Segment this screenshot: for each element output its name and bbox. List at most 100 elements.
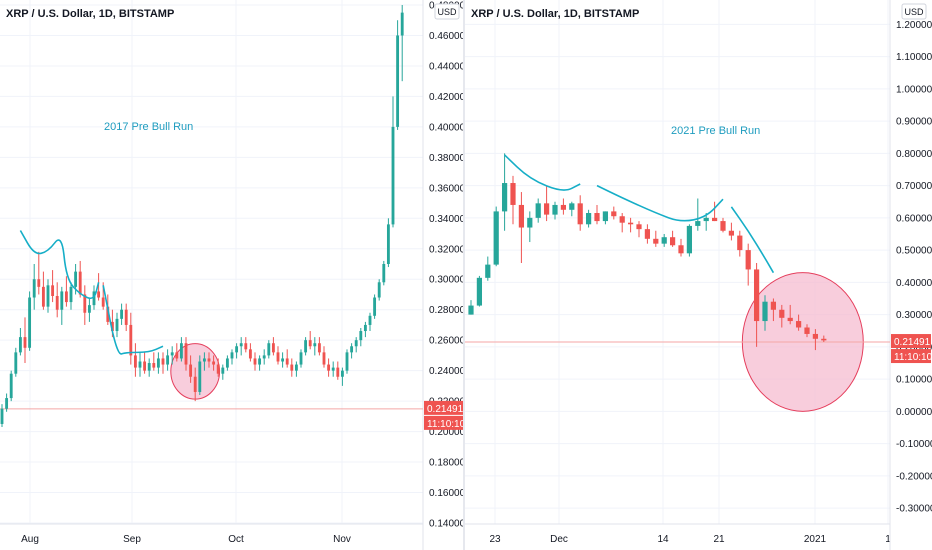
candle-body (313, 343, 317, 347)
candle-body (382, 264, 386, 283)
x-tick-label: Dec (550, 534, 568, 545)
price-label: 0.21491 (427, 404, 463, 415)
candle-body (51, 285, 55, 296)
candle-body (703, 217, 709, 222)
x-tick-label: 2021 (804, 534, 827, 545)
candle-body (124, 309, 128, 325)
candle-body (248, 349, 252, 359)
candle-body (569, 203, 575, 210)
x-tick-label: Oct (228, 534, 244, 545)
candle-body (23, 337, 27, 348)
x-tick-label: Sep (123, 534, 141, 545)
wave-curve[interactable] (504, 154, 581, 191)
candle-body (143, 361, 147, 371)
candle-body (193, 376, 197, 392)
candle-body (258, 358, 262, 365)
candle-body (686, 225, 693, 254)
countdown-label: 11:10:10 (427, 419, 463, 430)
candle-body (106, 306, 110, 322)
candle-body (212, 361, 216, 365)
candle-body (299, 352, 303, 365)
candle-body (294, 364, 298, 371)
candle-body (317, 343, 321, 353)
candle-body (276, 352, 280, 362)
x-tick-label: Nov (333, 534, 351, 545)
candle-body (83, 294, 87, 313)
candle-body (32, 279, 36, 298)
wave-curve[interactable] (19, 230, 100, 300)
candle-body (271, 343, 275, 353)
wave-curve[interactable] (102, 285, 164, 355)
x-tick-label: Aug (21, 534, 39, 545)
candle-body (253, 358, 257, 365)
candle-body (501, 183, 508, 212)
currency-box[interactable] (901, 3, 927, 20)
annotation-text[interactable]: 2021 Pre Bull Run (671, 125, 760, 137)
y-tick-label: 0.38000 (429, 153, 463, 164)
candle-body (184, 343, 188, 365)
candle-body (179, 343, 183, 359)
candle-body (661, 237, 667, 244)
currency-box[interactable] (434, 3, 460, 20)
candle-body (101, 297, 105, 307)
candle-body (669, 237, 676, 246)
panel-divider[interactable] (463, 0, 465, 550)
annotation-text[interactable]: 2017 Pre Bull Run (104, 121, 193, 133)
candle-body (120, 309, 124, 319)
chart-title: XRP / U.S. Dollar, 1D, BITSTAMP (6, 8, 175, 20)
wave-curve[interactable] (596, 184, 724, 222)
y-tick-label: 0.90000 (896, 117, 932, 128)
currency-label: USD (437, 7, 457, 17)
candle-body (493, 211, 499, 265)
candle-body (619, 216, 625, 223)
candle-body (60, 291, 64, 310)
countdown-label-box (891, 349, 931, 364)
candle-body (262, 355, 266, 359)
candle-body (527, 217, 533, 228)
price-label: 0.21491 (894, 337, 931, 348)
candle-body (627, 222, 634, 225)
candle-body (161, 358, 165, 365)
candle-body (235, 346, 239, 353)
y-tick-label: 0.70000 (896, 181, 932, 192)
left-chart-panel[interactable]: 0.140000.160000.180000.200000.220000.240… (0, 0, 463, 550)
right-chart-panel[interactable]: -0.30000 -0.20000 -0.10000 0.00000 0.10000 0.… (465, 0, 932, 550)
candle-body (110, 321, 114, 332)
candle-body (78, 271, 82, 295)
candle-body (510, 183, 516, 205)
y-tick-label: 0.30000 (896, 310, 932, 321)
x-tick-label: 1 (885, 534, 891, 545)
y-tick-label: 1.10000 (896, 52, 932, 63)
x-tick-label: 14 (657, 534, 669, 545)
y-tick-label: 0.10000 (896, 375, 932, 386)
wave-curve[interactable] (730, 206, 775, 274)
candle-body (41, 286, 45, 307)
left-chart-svg[interactable]: 0.140000.160000.180000.200000.220000.240… (0, 0, 463, 550)
candle-body (327, 364, 331, 371)
countdown-label: 11:10:10 (894, 352, 932, 363)
candle-body (198, 361, 202, 392)
y-tick-label: -0.10000 (896, 439, 932, 450)
candle-body (152, 363, 156, 368)
candle-body (290, 364, 294, 371)
candle-body (795, 321, 802, 328)
candle-body (285, 358, 289, 365)
candle-body (821, 338, 827, 341)
candle-body (720, 221, 726, 231)
candle-body (9, 373, 13, 399)
y-tick-label: -0.30000 (896, 504, 932, 515)
y-tick-label: 0.40000 (896, 278, 932, 289)
candle-body (37, 279, 41, 287)
candle-body (678, 245, 684, 254)
y-tick-label: 0.30000 (429, 275, 463, 286)
candle-body (244, 343, 248, 350)
candle-body (138, 361, 142, 368)
y-tick-label: 1.20000 (896, 20, 932, 31)
candle-body (577, 203, 583, 225)
y-tick-label: 0.42000 (429, 92, 463, 103)
candle-body (359, 331, 363, 341)
y-tick-label: 0.20000 (429, 427, 463, 438)
candle-body (147, 363, 151, 371)
candle-body (92, 291, 96, 306)
right-chart-svg[interactable]: -0.30000 -0.20000 -0.10000 0.00000 0.10000 0.… (465, 0, 932, 550)
